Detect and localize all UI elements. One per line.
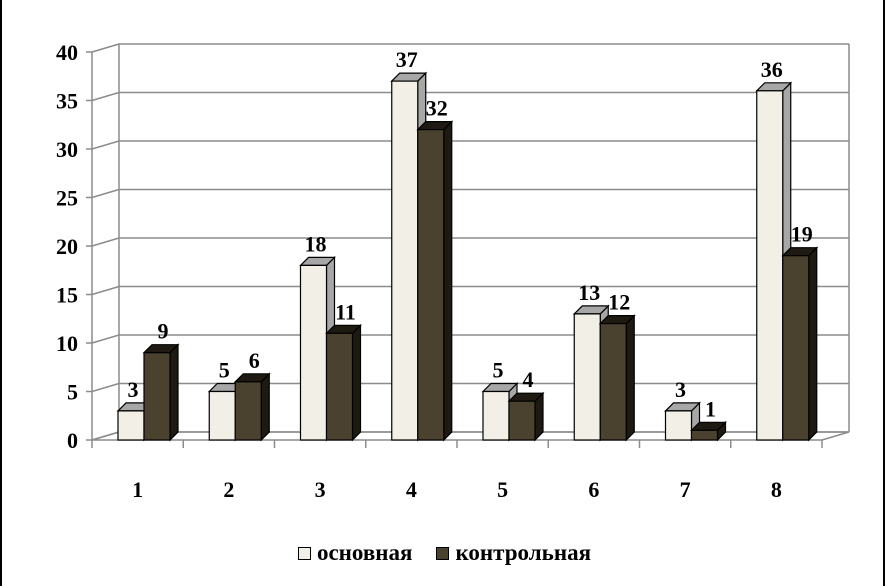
x-tick-label: 6	[588, 477, 599, 502]
gridline-depth	[91, 140, 120, 150]
data-label-s1-c6: 1	[705, 396, 716, 421]
x-tick-label: 2	[223, 477, 234, 502]
y-tick-label: 15	[56, 283, 78, 308]
legend-swatch-main	[297, 546, 311, 560]
legend-label-control: контрольная	[455, 540, 592, 565]
bar-side-s1-c0	[169, 343, 179, 442]
bar-s0-c6	[664, 410, 693, 441]
bar-s1-c3	[417, 129, 445, 441]
x-tick-label: 7	[680, 477, 691, 502]
data-label-s1-c2: 11	[335, 299, 356, 324]
bar-side-s1-c5	[625, 314, 635, 442]
bar-s1-c4	[508, 400, 536, 441]
legend-item-control: контрольная	[436, 540, 591, 566]
bar-s1-c0	[143, 352, 171, 441]
gridline-depth	[91, 237, 120, 247]
x-tick-label: 1	[132, 477, 143, 502]
y-tick-label: 20	[56, 234, 78, 259]
bar-s0-c7	[756, 90, 784, 441]
bar-side-s1-c1	[260, 372, 270, 442]
legend: основная контрольная	[2, 540, 885, 566]
bar-s1-c6	[690, 429, 719, 441]
bar-s0-c2	[299, 264, 328, 441]
bar-side-s1-c7	[808, 246, 818, 442]
data-label-s1-c5: 12	[608, 290, 630, 315]
bar-s1-c2	[325, 332, 354, 441]
bar-s0-c4	[482, 390, 510, 441]
data-label-s0-c7: 36	[761, 57, 783, 82]
bar-s0-c1	[208, 390, 236, 441]
data-label-s0-c3: 37	[396, 47, 418, 72]
gridline-depth	[91, 43, 120, 53]
data-label-s0-c0: 3	[128, 377, 139, 402]
data-label-s0-c5: 13	[578, 280, 600, 305]
data-label-s0-c6: 3	[675, 377, 686, 402]
chart-floor	[91, 431, 850, 441]
legend-item-main: основная	[297, 540, 413, 566]
y-tick-label: 25	[56, 186, 78, 211]
y-tick-label: 10	[56, 331, 78, 356]
data-label-s0-c2: 18	[305, 231, 327, 256]
legend-label-main: основная	[316, 540, 413, 565]
data-label-s1-c0: 9	[158, 319, 169, 344]
y-tick-label: 5	[67, 380, 78, 405]
y-tick-label: 40	[56, 40, 78, 65]
x-tick-label: 8	[771, 477, 782, 502]
bar-s1-c7	[782, 255, 810, 441]
y-tick-label: 30	[56, 137, 78, 162]
gridline-depth	[91, 382, 120, 393]
y-tick-label: 0	[67, 428, 78, 453]
data-label-s1-c1: 6	[249, 348, 260, 373]
data-label-s1-c7: 19	[791, 222, 813, 247]
y-tick-label: 35	[56, 89, 78, 114]
legend-swatch-control	[436, 546, 450, 560]
gridline-depth	[91, 188, 120, 199]
bar-s0-c5	[573, 313, 601, 441]
bar-side-s1-c3	[443, 120, 453, 442]
bar-s0-c0	[117, 410, 145, 441]
x-tick-label: 3	[315, 477, 326, 502]
x-tick-label: 5	[497, 477, 508, 502]
bar-s0-c3	[391, 80, 419, 441]
gridline-depth	[91, 285, 120, 296]
bar-side-s1-c2	[351, 323, 362, 442]
bar-s1-c1	[234, 381, 262, 441]
gridline-depth	[91, 91, 120, 102]
data-label-s0-c1: 5	[219, 358, 230, 383]
x-tick-label: 4	[406, 477, 417, 502]
data-label-s0-c4: 5	[493, 358, 504, 383]
bar-s1-c5	[599, 323, 627, 441]
data-label-s1-c3: 32	[426, 96, 448, 121]
gridline-depth	[91, 334, 120, 344]
data-label-s1-c4: 4	[523, 367, 534, 392]
